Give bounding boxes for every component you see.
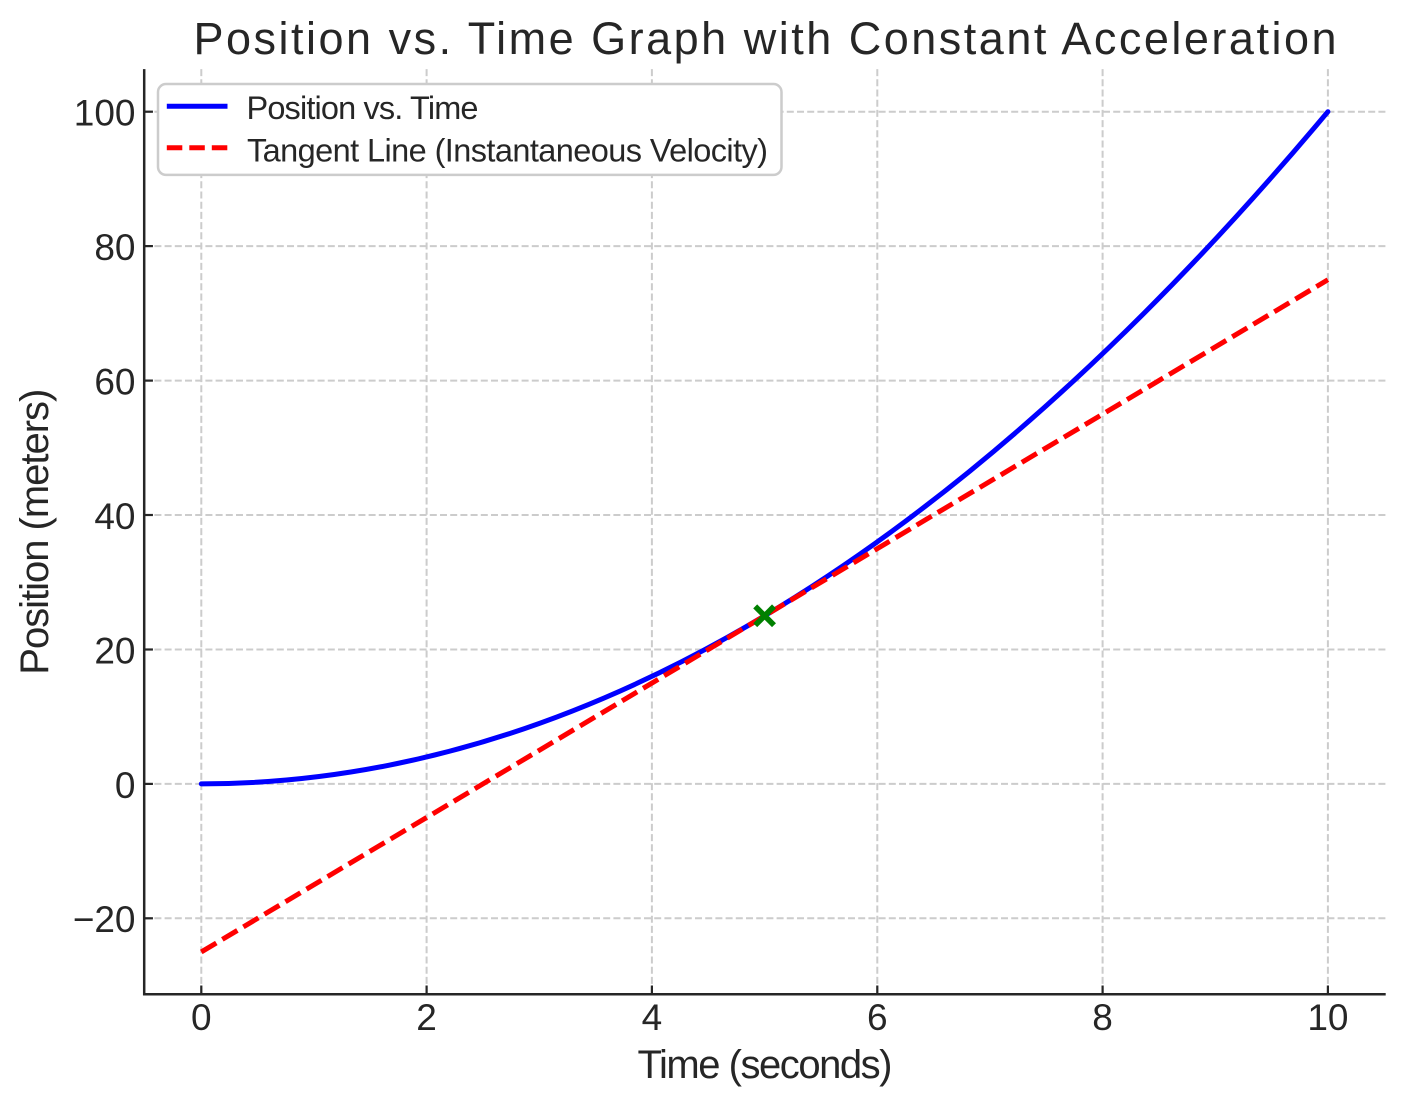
svg-text:40: 40	[94, 496, 135, 537]
svg-text:6: 6	[867, 997, 888, 1038]
svg-text:Position vs. Time: Position vs. Time	[247, 90, 479, 126]
svg-text:Time (seconds): Time (seconds)	[638, 1043, 893, 1087]
svg-text:60: 60	[94, 362, 135, 403]
svg-text:0: 0	[115, 765, 136, 806]
svg-text:2: 2	[416, 997, 437, 1038]
svg-text:4: 4	[642, 997, 663, 1038]
svg-text:10: 10	[1307, 997, 1348, 1038]
svg-text:8: 8	[1092, 997, 1113, 1038]
svg-text:Position (meters): Position (meters)	[13, 389, 57, 675]
svg-text:Position vs. Time Graph with C: Position vs. Time Graph with Constant Ac…	[194, 13, 1337, 64]
svg-text:80: 80	[94, 227, 135, 268]
svg-text:Tangent Line (Instantaneous Ve: Tangent Line (Instantaneous Velocity)	[247, 132, 768, 168]
svg-text:0: 0	[191, 997, 212, 1038]
svg-text:100: 100	[74, 93, 136, 134]
svg-text:20: 20	[94, 630, 135, 671]
svg-text:−20: −20	[73, 899, 136, 940]
